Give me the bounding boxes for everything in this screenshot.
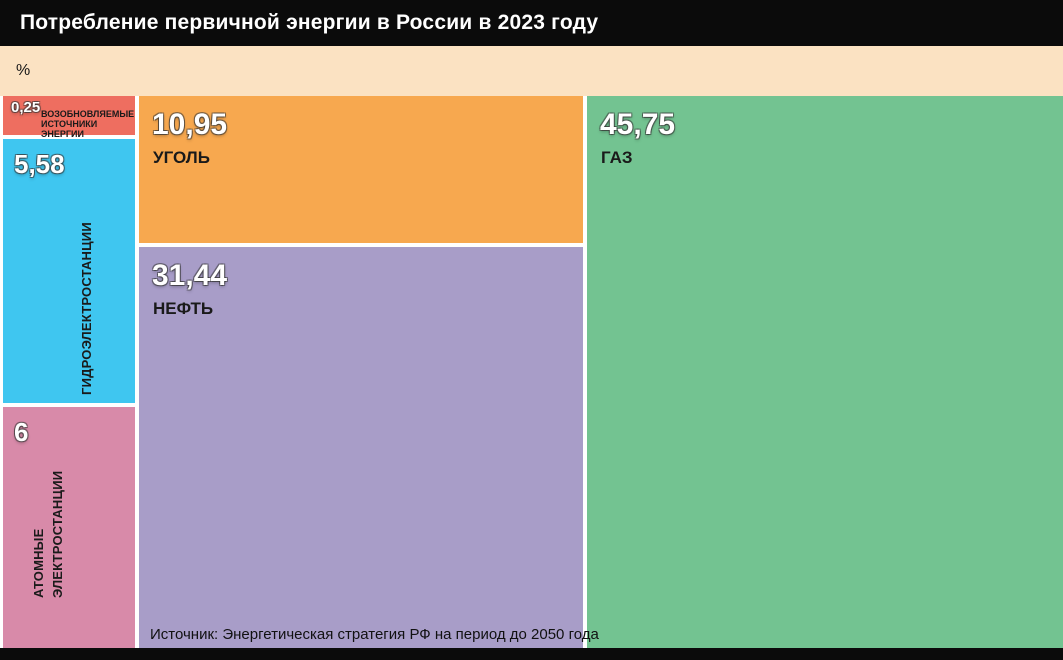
treemap-block-oil: 31,44 НЕФТЬ (139, 247, 583, 648)
gas-label: ГАЗ (601, 148, 633, 167)
coal-value: 10,95 (152, 108, 228, 141)
source-note: Источник: Энергетическая стратегия РФ на… (150, 626, 599, 643)
bottom-bar (0, 648, 1063, 660)
unit-bar: % (0, 46, 1063, 96)
gas-value: 45,75 (600, 108, 676, 141)
renewables-value: 0,25 (11, 99, 41, 116)
treemap-block-gas: 45,75 ГАЗ (587, 96, 1063, 648)
nuclear-value: 6 (14, 417, 29, 447)
treemap-block-hydro: 5,58 ГИДРОЭЛЕКТРОСТАНЦИИ (3, 139, 135, 403)
treemap-block-renewables: 0,25 ВОЗОБНОВЛЯЕМЫЕ ИСТОЧНИКИ ЭНЕРГИИ (3, 96, 135, 139)
oil-value: 31,44 (152, 259, 228, 292)
renewables-label: ВОЗОБНОВЛЯЕМЫЕ ИСТОЧНИКИ ЭНЕРГИИ (41, 109, 135, 139)
hydro-label: ГИДРОЭЛЕКТРОСТАНЦИИ (79, 222, 94, 395)
treemap-block-coal: 10,95 УГОЛЬ (139, 96, 583, 243)
treemap-block-nuclear: 6 АТОМНЫЕ ЭЛЕКТРОСТАНЦИИ (3, 407, 135, 648)
coal-label: УГОЛЬ (153, 148, 210, 167)
unit-label: % (16, 62, 31, 79)
nuclear-label: АТОМНЫЕ ЭЛЕКТРОСТАНЦИИ (31, 470, 65, 598)
chart-title: Потребление первичной энергии в России в… (20, 11, 599, 34)
title-bar: Потребление первичной энергии в России в… (0, 0, 1063, 46)
oil-label: НЕФТЬ (153, 299, 214, 318)
hydro-value: 5,58 (14, 149, 65, 179)
